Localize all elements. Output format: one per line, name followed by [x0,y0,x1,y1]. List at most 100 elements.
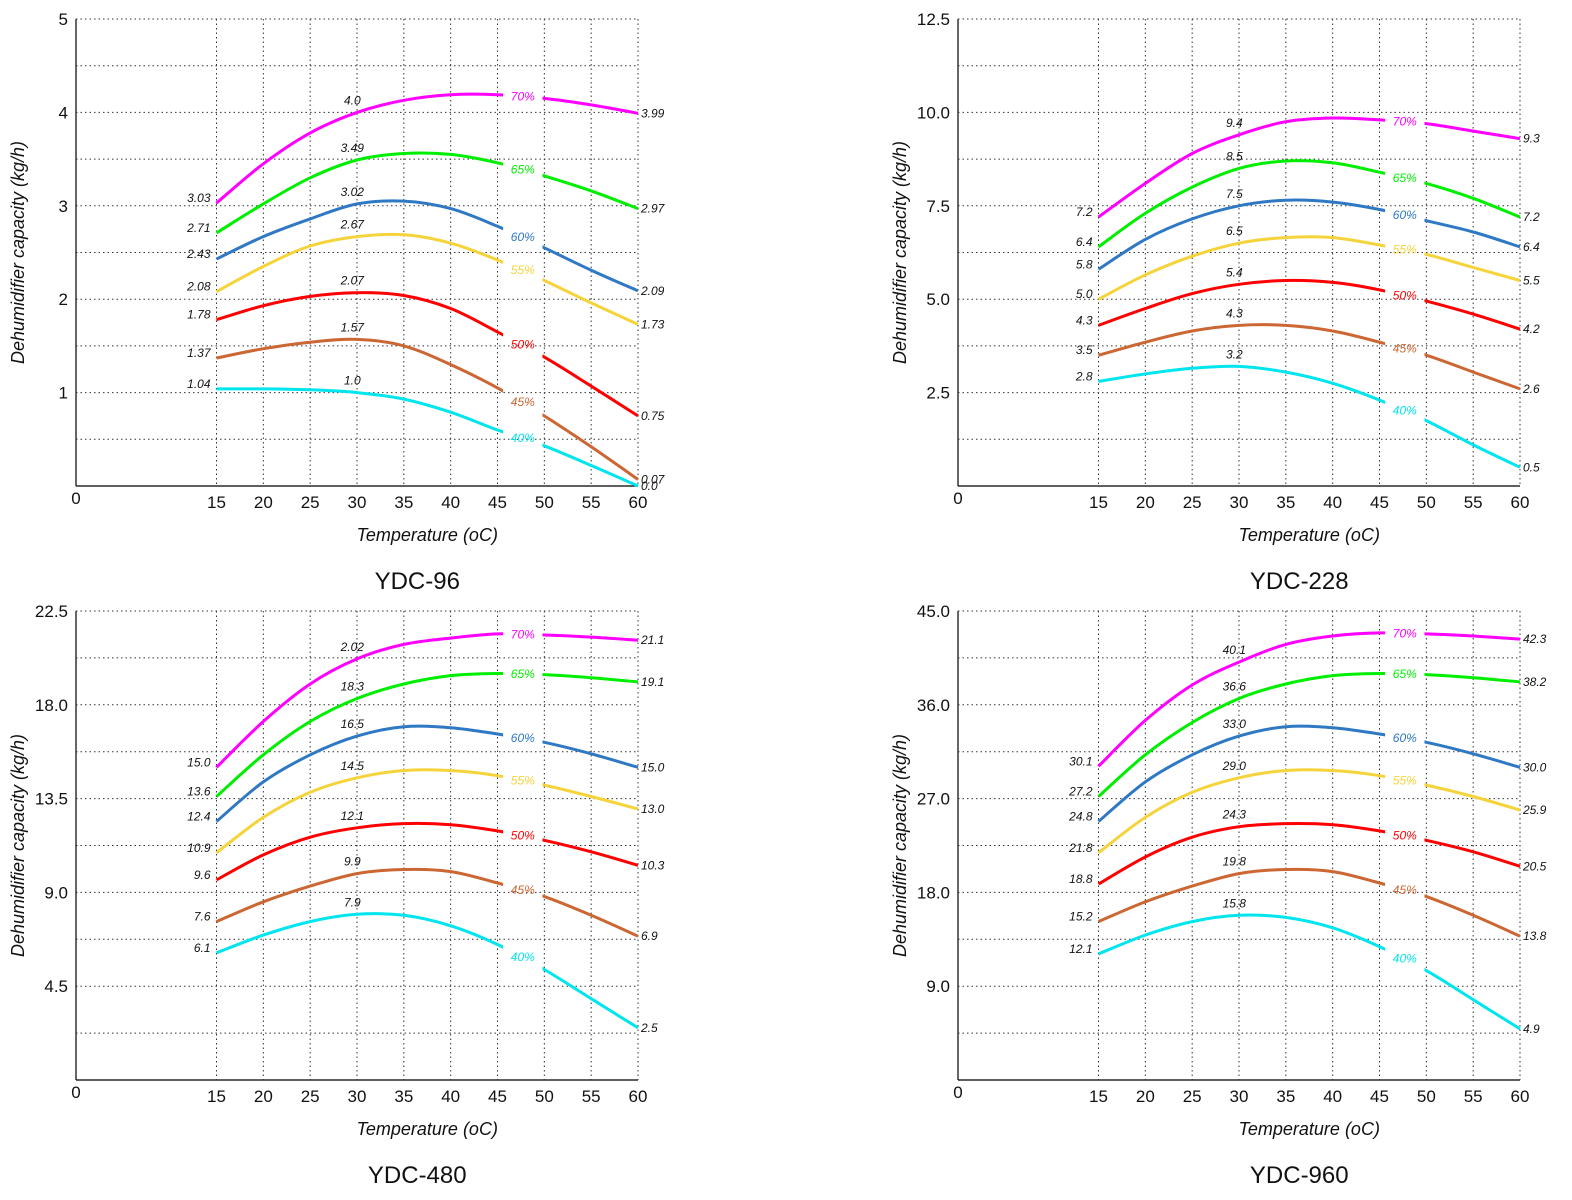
series-line [1097,671,1521,798]
data-label-end: 7.2 [1523,210,1540,224]
x-axis-title: Temperature (oC) [1239,1119,1380,1139]
series-percent-label: 65% [1393,667,1417,681]
data-label-end: 10.3 [641,858,665,872]
data-label-start: 15.2 [1069,910,1093,924]
data-label-mid: 3.02 [341,185,365,199]
data-label-mid: 4.0 [344,93,361,107]
x-tick-label: 40 [1323,1087,1342,1106]
x-tick-label: 45 [1370,1087,1389,1106]
x-tick-label: 60 [1511,1087,1530,1106]
data-label-end: 0.75 [641,409,665,423]
data-label-mid: 19.8 [1223,855,1247,869]
data-label-end: 42.3 [1523,632,1547,646]
data-label-mid: 1.0 [344,374,361,388]
series-line [215,232,639,326]
x-tick-label: 30 [348,1087,367,1106]
x-tick-label: 60 [1511,493,1530,512]
x-tick-label: 25 [1183,493,1202,512]
data-label-mid: 2.67 [340,218,366,232]
series-percent-label: 40% [1393,403,1417,417]
x-tick-label: 25 [301,1087,320,1106]
series-line [1097,821,1521,886]
series-percent-label: 50% [511,337,535,351]
data-label-end: 9.3 [1523,132,1540,146]
y-tick-label: 4.5 [44,977,68,996]
x-tick-label: 15 [1089,493,1108,512]
series-percent-label: 70% [1393,626,1417,640]
y-tick-label: 1 [59,384,68,403]
y-axis-title: Dehumidifier capacity (kg/h) [890,141,910,364]
data-label-start: 6.4 [1076,235,1093,249]
x-tick-label: 35 [1276,1087,1295,1106]
data-label-mid: 5.4 [1226,265,1243,279]
data-label-start: 7.2 [1076,205,1093,219]
series-percent-label: 50% [1393,288,1417,302]
data-label-mid: 9.9 [344,855,361,869]
y-tick-label: 2.5 [926,384,950,403]
data-label-end: 25.9 [1522,803,1547,817]
data-label-mid: 3.49 [341,141,365,155]
series-percent-label: 70% [511,90,535,104]
data-label-start: 5.0 [1076,287,1093,301]
data-label-mid: 4.3 [1226,306,1243,320]
x-tick-label: 35 [394,1087,413,1106]
series-percent-label: 60% [511,731,535,745]
data-label-start: 3.5 [1076,343,1093,357]
x-tick-label: 20 [1136,1087,1155,1106]
y-tick-label: 10.0 [917,103,950,122]
data-label-start: 10.9 [187,841,211,855]
y-tick-label: 45.0 [917,602,950,621]
x-tick-label: 50 [535,1087,554,1106]
series-percent-label: 70% [1393,115,1417,129]
y-tick-label: 13.5 [35,790,68,809]
data-label-start: 1.78 [187,308,211,322]
series-percent-label: 40% [511,950,535,964]
data-label-end: 2.6 [1522,382,1540,396]
data-label-end: 2.5 [640,1021,658,1035]
chart-panel: 9.0 18.0 27.0 36.0 45.0 0 15 20 25 30 35 40 45 50 55 60… [890,602,1547,1189]
y-axis-title: Dehumidifier capacity (kg/h) [8,734,28,957]
data-label-start: 1.37 [187,346,212,360]
x-tick-label: 35 [1276,493,1295,512]
data-label-start: 27.2 [1068,785,1093,799]
series-line [215,199,639,293]
data-label-start: 21.8 [1068,841,1093,855]
chart-title: YDC-960 [1250,1162,1349,1189]
data-label-mid: 33.0 [1223,717,1247,731]
y-tick-label: 12.5 [917,10,950,29]
data-label-start: 30.1 [1069,754,1092,768]
series-line [215,151,639,235]
y-tick-label: 9.0 [44,883,68,902]
data-label-end: 13.8 [1523,929,1547,943]
x-tick-label: 50 [1417,1087,1436,1106]
y-tick-label: 9.0 [926,977,950,996]
y-tick-label: 4 [59,103,68,122]
data-label-end: 15.0 [641,760,665,774]
x-tick-label: 60 [629,493,648,512]
data-label-start: 1.04 [187,377,211,391]
x-tick-label: 60 [629,1087,648,1106]
series-percent-label: 55% [1393,773,1417,787]
x-tick-label: 45 [488,493,507,512]
data-label-start: 7.6 [194,910,211,924]
data-label-start: 4.3 [1076,313,1093,327]
data-label-start: 2.71 [186,221,210,235]
series-percent-label: 50% [1393,829,1417,843]
data-label-mid: 14.5 [341,759,365,773]
x-tick-label: 15 [207,493,226,512]
y-tick-label: 36.0 [917,696,950,715]
data-label-mid: 2.07 [340,274,366,288]
data-label-end: 2.97 [640,202,666,216]
series-line [216,291,639,418]
series-percent-label: 65% [1393,171,1417,185]
y-axis-title: Dehumidifier capacity (kg/h) [8,141,28,364]
x-tick-label: 35 [394,493,413,512]
x-tick-label: 30 [348,493,367,512]
series-line [1097,198,1521,271]
y-tick-label: 18.0 [35,696,68,715]
series-line [1097,278,1521,331]
series-percent-label: 40% [511,431,535,445]
data-label-end: 1.73 [641,317,665,331]
